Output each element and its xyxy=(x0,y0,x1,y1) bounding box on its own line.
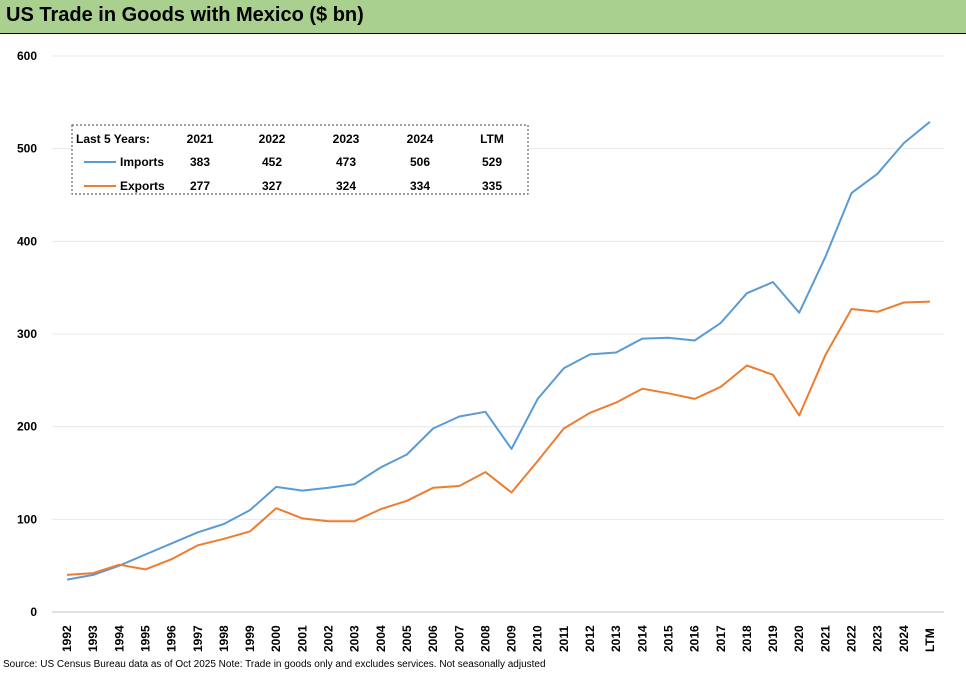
x-tick-label: 1992 xyxy=(60,625,74,652)
x-tick-label: 2023 xyxy=(871,625,885,652)
x-tick-label: 2015 xyxy=(661,625,675,652)
title-bar: US Trade in Goods with Mexico ($ bn) xyxy=(0,0,966,34)
x-tick-label: 2009 xyxy=(505,625,519,652)
legend-column-header: 2024 xyxy=(407,132,434,146)
legend-value: 334 xyxy=(410,179,430,193)
y-tick-label: 100 xyxy=(17,512,37,526)
x-tick-label: 2024 xyxy=(897,625,911,652)
x-tick-label: LTM xyxy=(923,628,937,652)
y-tick-label: 500 xyxy=(17,142,37,156)
x-tick-label: 2013 xyxy=(609,625,623,652)
legend-value: 327 xyxy=(262,179,282,193)
y-tick-label: 400 xyxy=(17,234,37,248)
legend-value: 277 xyxy=(190,179,210,193)
x-tick-label: 1997 xyxy=(191,625,205,652)
legend-series-name: Imports xyxy=(120,155,164,169)
x-tick-label: 1995 xyxy=(138,625,152,652)
x-tick-label: 1998 xyxy=(217,625,231,652)
y-tick-label: 600 xyxy=(17,49,37,63)
x-tick-label: 2007 xyxy=(452,625,466,652)
legend-column-header: 2023 xyxy=(333,132,360,146)
series-line-imports xyxy=(66,121,931,581)
legend-header-label: Last 5 Years: xyxy=(76,132,150,146)
legend-column-header: 2021 xyxy=(187,132,214,146)
legend-value: 473 xyxy=(336,155,356,169)
x-tick-label: 2020 xyxy=(792,625,806,652)
legend-value: 529 xyxy=(482,155,502,169)
series-line-exports xyxy=(66,300,930,576)
x-tick-label: 2016 xyxy=(688,625,702,652)
legend-column-header: LTM xyxy=(480,132,504,146)
legend-value: 383 xyxy=(190,155,210,169)
x-tick-label: 2010 xyxy=(531,625,545,652)
y-tick-label: 200 xyxy=(17,420,37,434)
x-tick-label: 2005 xyxy=(400,625,414,652)
x-tick-label: 2006 xyxy=(426,625,440,652)
y-tick-label: 300 xyxy=(17,327,37,341)
x-tick-label: 2022 xyxy=(845,625,859,652)
x-tick-label: 2021 xyxy=(818,625,832,652)
x-tick-label: 2014 xyxy=(635,625,649,652)
legend-value: 335 xyxy=(482,179,502,193)
x-tick-label: 2002 xyxy=(322,625,336,652)
x-tick-label: 2008 xyxy=(478,625,492,652)
legend-box xyxy=(71,124,529,195)
source-note: Source: US Census Bureau data as of Oct … xyxy=(3,659,546,670)
legend-series-name: Exports xyxy=(120,179,165,193)
x-tick-label: 2017 xyxy=(714,625,728,652)
x-tick-label: 2000 xyxy=(269,625,283,652)
legend-column-header: 2022 xyxy=(259,132,286,146)
x-tick-label: 2003 xyxy=(348,625,362,652)
x-tick-label: 2012 xyxy=(583,625,597,652)
y-tick-label: 0 xyxy=(30,605,37,619)
x-tick-label: 1996 xyxy=(165,625,179,652)
x-tick-label: 2019 xyxy=(766,625,780,652)
x-tick-label: 1993 xyxy=(86,625,100,652)
chart-title: US Trade in Goods with Mexico ($ bn) xyxy=(6,4,364,26)
chart-plot: 0 100 200 300 400 500 600 1992 1993 1994 1995 1996 1… xyxy=(17,49,944,652)
x-tick-label: 1994 xyxy=(112,625,126,652)
x-tick-label: 2011 xyxy=(557,626,571,652)
x-tick-label: 2018 xyxy=(740,625,754,652)
legend-value: 506 xyxy=(410,155,430,169)
legend-value: 324 xyxy=(336,179,356,193)
x-tick-label: 1999 xyxy=(243,625,257,652)
x-tick-label: 2004 xyxy=(374,625,388,652)
legend-value: 452 xyxy=(262,155,282,169)
x-tick-label: 2001 xyxy=(295,625,309,652)
